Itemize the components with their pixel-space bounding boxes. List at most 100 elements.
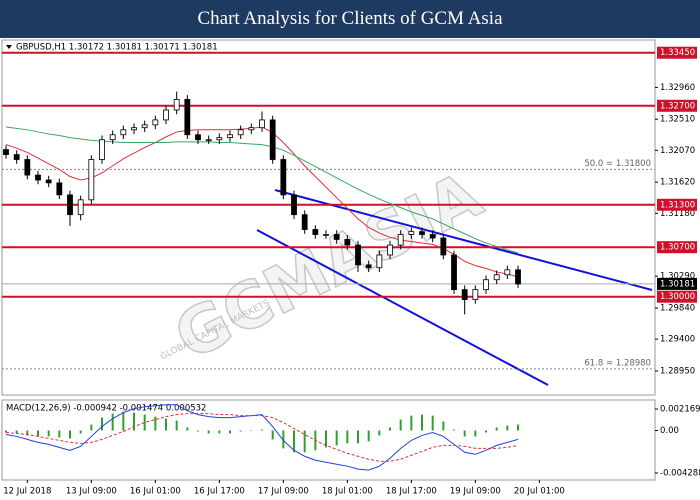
- candle-body: [461, 289, 468, 300]
- histogram-bar: [410, 415, 413, 431]
- level-box: [657, 46, 697, 59]
- candle-body: [141, 124, 148, 129]
- level-label: 1.30000: [660, 292, 695, 302]
- page-title: Chart Analysis for Clients of GCM Asia: [0, 0, 700, 38]
- candle-body: [205, 139, 212, 142]
- macd-line: [5, 404, 519, 471]
- signal-line: [5, 413, 519, 462]
- histogram-bar: [58, 430, 61, 438]
- histogram-bar: [431, 415, 434, 431]
- level-label: 1.33450: [660, 48, 695, 58]
- candle-body: [99, 139, 105, 160]
- candle-body: [301, 214, 308, 230]
- channel-lower: [256, 229, 549, 386]
- histogram-bar: [517, 424, 520, 431]
- histogram-bar: [325, 430, 328, 448]
- histogram-bar: [37, 430, 40, 437]
- y-tick-label: 0.002169: [660, 404, 700, 414]
- candle-body: [259, 119, 265, 129]
- candle-body: [269, 119, 276, 160]
- histogram-bar: [218, 430, 221, 434]
- y-tick-label: -0.004288: [660, 469, 700, 479]
- level-box: [657, 99, 697, 112]
- candle-body: [67, 194, 73, 216]
- y-tick-label: 1.30290: [660, 272, 695, 282]
- y-tick-label: 1.31180: [660, 209, 695, 219]
- histogram-bar: [485, 430, 488, 433]
- candle-body: [365, 264, 372, 269]
- x-tick-label: 13 Jul 09:00: [66, 487, 117, 497]
- candle-body: [56, 182, 63, 196]
- candle-body: [451, 254, 457, 291]
- candle-body: [13, 154, 20, 160]
- level-box: [657, 290, 697, 303]
- candle-body: [440, 237, 447, 256]
- chart: GCMASIAGLOBAL CAPITAL MARKETS GBPUSD,H1 …: [1, 39, 700, 497]
- histogram-bar: [101, 417, 104, 431]
- histogram-bar: [26, 430, 29, 436]
- candle-body: [131, 127, 137, 131]
- macd-label: MACD(12,26,9) -0.000942 -0.001474 0.0005…: [6, 404, 206, 414]
- histogram-bar: [143, 414, 146, 431]
- histogram-bar: [453, 429, 456, 431]
- histogram-bar: [197, 430, 200, 432]
- histogram-bar: [378, 430, 381, 436]
- x-tick-label: 18 Jul 01:00: [322, 487, 373, 497]
- candle-body: [173, 99, 180, 111]
- candle-body: [109, 134, 116, 141]
- candle-body: [216, 137, 223, 141]
- candle-body: [483, 279, 489, 291]
- histogram-bar: [421, 414, 424, 431]
- histogram-bar: [165, 418, 168, 431]
- histogram-bar: [122, 411, 125, 431]
- symbol-info: GBPUSD,H1 1.30172 1.30181 1.30171 1.3018…: [16, 43, 218, 53]
- candle-body: [472, 289, 479, 300]
- level-label: 1.31300: [660, 200, 695, 210]
- histogram-bar: [474, 430, 477, 437]
- channel-upper: [274, 189, 653, 291]
- histogram-bar: [506, 425, 509, 431]
- histogram-bar: [133, 412, 136, 431]
- histogram-bar: [271, 430, 274, 440]
- fib-label: 50.0 = 1.31800: [584, 159, 651, 169]
- histogram-bar: [229, 430, 232, 434]
- y-tick-label: 1.29840: [660, 304, 695, 314]
- histogram-bar: [357, 430, 360, 444]
- candle-body: [419, 231, 425, 235]
- x-tick-label: 20 Jul 01:00: [514, 487, 565, 497]
- x-tick-label: 12 Jul 2018: [3, 487, 51, 497]
- histogram-bar: [335, 430, 338, 446]
- candle-body: [312, 229, 319, 235]
- histogram-bar: [186, 427, 189, 431]
- candle-body: [88, 159, 95, 201]
- macd-panel: [1, 399, 656, 481]
- histogram-bar: [399, 419, 402, 431]
- histogram-bar: [47, 430, 50, 437]
- level-box: [657, 241, 697, 254]
- moving-average: [5, 126, 519, 254]
- candle-body: [227, 134, 233, 138]
- histogram-bar: [111, 413, 114, 431]
- histogram-bar: [5, 430, 7, 433]
- candle-body: [291, 194, 297, 216]
- fib-label: 61.8 = 1.28980: [584, 358, 651, 368]
- histogram-bar: [207, 430, 210, 434]
- dropdown-icon: [6, 45, 12, 49]
- histogram-bar: [239, 430, 242, 432]
- x-tick-label: 17 Jul 09:00: [258, 487, 309, 497]
- histogram-bar: [293, 430, 296, 453]
- histogram-bar: [346, 430, 349, 444]
- y-tick-label: 0.00: [660, 426, 679, 436]
- candle-body: [163, 109, 169, 121]
- candle-body: [280, 159, 287, 196]
- candle-body: [195, 134, 201, 141]
- candle-body: [35, 174, 41, 181]
- candle-body: [355, 244, 361, 266]
- candle-body: [408, 231, 415, 235]
- candle-body: [77, 199, 84, 216]
- candle-body: [24, 159, 31, 176]
- histogram-bar: [261, 429, 264, 431]
- histogram-bar: [69, 430, 72, 439]
- level-label: 1.30700: [660, 243, 695, 253]
